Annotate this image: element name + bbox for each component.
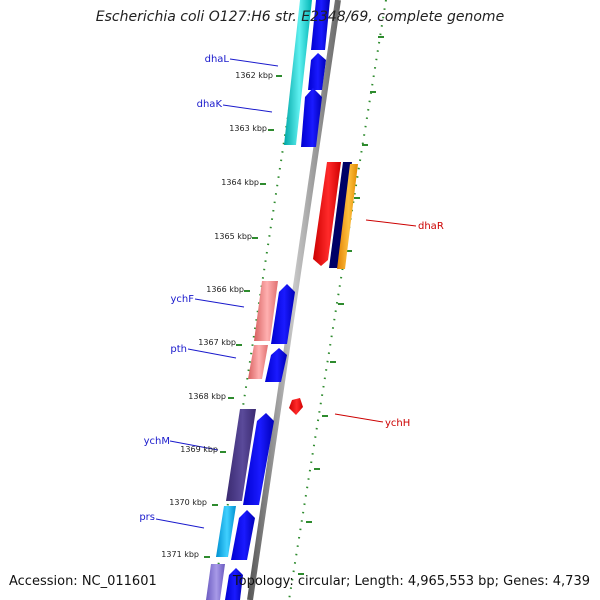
cds-arrow (301, 88, 322, 147)
genome-backbone (247, 0, 341, 600)
gene-label-dhaL[interactable]: dhaL (205, 54, 230, 65)
genome-summary-text: Topology: circular; Length: 4,965,553 bp… (232, 574, 590, 589)
accession-text: Accession: NC_011601 (9, 574, 157, 589)
tick-label: 1363 kbp (229, 124, 267, 133)
lavender-feature-block (206, 564, 225, 600)
salmon-feature-block (248, 345, 268, 379)
cds-arrow (311, 0, 330, 50)
tick-label: 1364 kbp (221, 178, 259, 187)
gene-label-ychF[interactable]: ychF (170, 294, 194, 305)
tick-label: 1371 kbp (161, 550, 199, 559)
cyan-feature-block (284, 0, 312, 145)
orange-feature-block (337, 164, 358, 269)
gene-label-dhaK[interactable]: dhaK (197, 99, 223, 110)
ruler-right-dotted (288, 0, 387, 600)
tick-label: 1367 kbp (198, 338, 236, 347)
tick-label: 1369 kbp (180, 445, 218, 454)
gene-label-prs[interactable]: prs (139, 512, 155, 523)
feature-track-left (206, 0, 330, 600)
gene-label-pth[interactable]: pth (170, 344, 187, 355)
ruler-right-ticks (298, 36, 384, 575)
cds-arrow (265, 348, 287, 382)
callout-lines (155, 58, 417, 529)
ruler-left-ticks (204, 75, 282, 558)
tick-label: 1365 kbp (214, 232, 252, 241)
red-feature-arrow (289, 398, 303, 415)
cds-arrow (225, 568, 243, 600)
gene-label-ychM[interactable]: ychM (144, 436, 170, 447)
tick-label: 1362 kbp (235, 71, 273, 80)
gene-label-dhaR[interactable]: dhaR (418, 221, 444, 232)
red-feature-arrow (313, 162, 341, 266)
purple-feature-block (226, 409, 256, 501)
sky-feature-block (216, 506, 236, 557)
feature-track-right (289, 162, 358, 415)
cds-arrow (231, 510, 255, 560)
salmon-feature-block (254, 281, 278, 341)
navy-feature-block (329, 162, 352, 268)
map-title: Escherichia coli O127:H6 str. E2348/69, … (95, 9, 505, 25)
tick-label: 1368 kbp (188, 392, 226, 401)
cds-arrow (243, 413, 274, 505)
cds-arrow (308, 53, 326, 90)
gene-label-ychH[interactable]: ychH (385, 418, 410, 429)
tick-label: 1370 kbp (169, 498, 207, 507)
tick-label: 1366 kbp (206, 285, 244, 294)
cds-arrow (271, 284, 295, 344)
